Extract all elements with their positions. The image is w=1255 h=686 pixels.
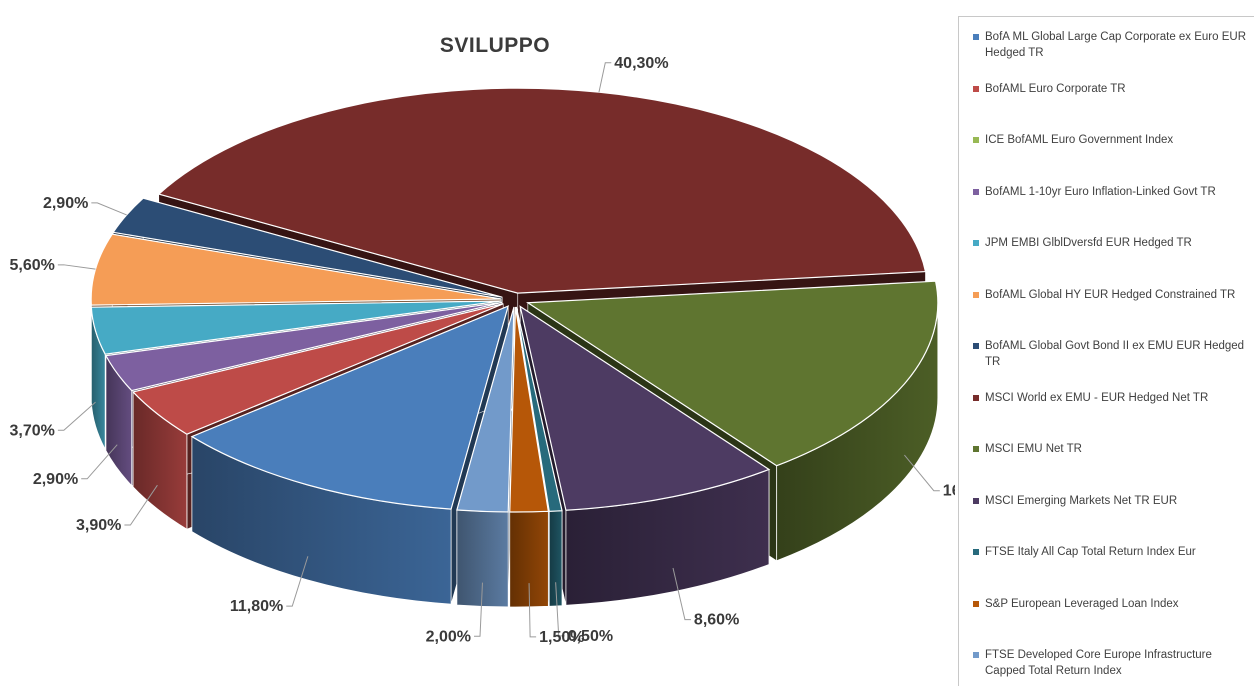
- slice-bofaml-euro-corporate-tr: [131, 303, 504, 435]
- data-label-bofaml-global-hy-eur-hedged-constrained-: 5,60%: [9, 257, 54, 274]
- pie-chart: 11,80% 3,90% 2,90% 3,70% 5,60% 2,90% 40,30% 16,…: [9, 55, 955, 646]
- leader-line-ftse-italy-all-cap-total-return-index-eu: [555, 582, 565, 637]
- leader-line-s-p-european-leveraged-loan-index: [528, 583, 537, 638]
- leader-line-bofa-ml-global-large-cap-corporate-ex-eu: [286, 556, 309, 607]
- data-label-s-p-european-leveraged-loan-index: 1,50%: [539, 629, 584, 646]
- data-label-ftse-italy-all-cap-total-return-index-eu: 0,50%: [568, 628, 613, 645]
- slice-msci-emu-net-tr: [525, 280, 939, 467]
- legend-item-bofaml-global-govt-bond-ii-ex-emu-eur-he: BofAML Global Govt Bond II ex EMU EUR He…: [973, 338, 1255, 370]
- leader-line-bofaml-global-hy-eur-hedged-constrained-: [57, 264, 96, 270]
- legend-marker: [973, 34, 979, 40]
- data-label-msci-emu-net-tr: 16,30%: [943, 483, 955, 500]
- slice-ftse-italy-all-cap-total-return-index-eu: [515, 306, 563, 512]
- legend-item-bofaml-euro-corporate-tr: BofAML Euro Corporate TR: [973, 81, 1255, 97]
- leader-line-ftse-developed-core-europe-infrastructur: [474, 582, 483, 637]
- chart-area: SVILUPPO 11,80% 3,90% 2,90% 3,70% 5,60% 2,90%…: [9, 34, 955, 646]
- legend-marker: [973, 240, 979, 246]
- legend-marker: [973, 600, 979, 607]
- legend-marker: [973, 85, 979, 92]
- slice-wall-ftse-developed-core-europe-infrastructur: [456, 509, 509, 608]
- leader-line-msci-emu-net-tr: [904, 454, 940, 492]
- slice-bofaml-1-10yr-euro-inflation-linked-govt: [104, 301, 503, 392]
- legend-marker: [973, 394, 979, 401]
- legend-label: BofA ML Global Large Cap Corporate ex Eu…: [985, 31, 1247, 59]
- legend-label: BofAML Global HY EUR Hedged Constrained …: [985, 288, 1236, 301]
- leader-line-bofaml-euro-corporate-tr: [124, 484, 158, 526]
- legend-label: JPM EMBI GlblDversfd EUR Hedged TR: [985, 237, 1192, 249]
- legend-marker: [973, 343, 979, 349]
- legend-item-ice-bofaml-euro-government-index: ICE BofAML Euro Government Index: [973, 132, 1255, 148]
- slice-msci-emerging-markets-net-tr-eur: [519, 305, 771, 511]
- data-label-bofaml-euro-corporate-tr: 3,90%: [76, 517, 121, 534]
- leader-line-jpm-embi-glbldversfd-eur-hedged-tr: [57, 401, 96, 431]
- data-label-bofa-ml-global-large-cap-corporate-ex-eu: 11,80%: [230, 598, 283, 615]
- legend-label: ICE BofAML Euro Government Index: [985, 134, 1174, 146]
- legend-item-bofa-ml-global-large-cap-corporate-ex-eu: BofA ML Global Large Cap Corporate ex Eu…: [973, 29, 1255, 61]
- data-label-ftse-developed-core-europe-infrastructur: 2,00%: [426, 628, 471, 645]
- legend-marker: [973, 652, 979, 658]
- slice-bofa-ml-global-large-cap-corporate-ex-eu: [190, 305, 510, 510]
- legend: BofA ML Global Large Cap Corporate ex Eu…: [958, 16, 1254, 686]
- legend-label: BofAML Euro Corporate TR: [985, 82, 1126, 95]
- legend-item-jpm-embi-glbldversfd-eur-hedged-tr: JPM EMBI GlblDversfd EUR Hedged TR: [973, 235, 1255, 251]
- legend-label: BofAML Global Govt Bond II ex EMU EUR He…: [985, 340, 1245, 368]
- legend-marker: [973, 497, 979, 504]
- legend-item-bofaml-1-10yr-euro-inflation-linked-govt: BofAML 1-10yr Euro Inflation-Linked Govt…: [973, 184, 1255, 200]
- legend-marker: [973, 137, 979, 143]
- legend-item-s-p-european-leveraged-loan-index: S&P European Leveraged Loan Index: [973, 596, 1255, 612]
- legend-item-ftse-developed-core-europe-infrastructur: FTSE Developed Core Europe Infrastructur…: [973, 647, 1255, 679]
- leader-line-msci-emerging-markets-net-tr-eur: [672, 567, 691, 621]
- legend-marker: [973, 549, 979, 555]
- data-label-msci-emerging-markets-net-tr-eur: 8,60%: [694, 612, 739, 629]
- legend-item-bofaml-global-hy-eur-hedged-constrained-: BofAML Global HY EUR Hedged Constrained …: [973, 287, 1255, 303]
- legend-marker: [973, 291, 979, 298]
- leader-line-bofaml-1-10yr-euro-inflation-linked-govt: [81, 444, 118, 480]
- leader-line-msci-world-ex-emu-eur-hedged-net-tr: [598, 62, 612, 93]
- legend-marker: [973, 446, 979, 452]
- legend-label: S&P European Leveraged Loan Index: [985, 597, 1179, 610]
- chart-title: SVILUPPO: [439, 34, 551, 57]
- legend-item-msci-world-ex-emu-eur-hedged-net-tr: MSCI World ex EMU - EUR Hedged Net TR: [973, 390, 1255, 406]
- leader-line-bofaml-global-govt-bond-ii-ex-emu-eur-he: [91, 202, 127, 216]
- legend-label: MSCI World ex EMU - EUR Hedged Net TR: [985, 391, 1209, 404]
- slice-jpm-embi-glbldversfd-eur-hedged-tr: [90, 300, 502, 355]
- data-label-jpm-embi-glbldversfd-eur-hedged-tr: 3,70%: [9, 422, 54, 439]
- legend-item-msci-emu-net-tr: MSCI EMU Net TR: [973, 441, 1255, 457]
- slice-wall-ftse-italy-all-cap-total-return-index-eu: [548, 510, 563, 607]
- legend-label: MSCI Emerging Markets Net TR EUR: [985, 494, 1178, 507]
- legend-item-ftse-italy-all-cap-total-return-index-eu: FTSE Italy All Cap Total Return Index Eu…: [973, 544, 1255, 560]
- slice-bofaml-global-govt-bond-ii-ex-emu-eur-he: [112, 197, 503, 298]
- legend-label: MSCI EMU Net TR: [985, 443, 1082, 455]
- data-label-bofaml-1-10yr-euro-inflation-linked-govt: 2,90%: [33, 471, 78, 488]
- slice-s-p-european-leveraged-loan-index: [509, 306, 550, 513]
- legend-marker: [973, 188, 979, 195]
- data-label-bofaml-global-govt-bond-ii-ex-emu-eur-he: 2,90%: [43, 195, 88, 212]
- slice-ftse-developed-core-europe-infrastructur: [456, 306, 515, 513]
- legend-label: FTSE Italy All Cap Total Return Index Eu…: [985, 546, 1196, 558]
- legend-label: FTSE Developed Core Europe Infrastructur…: [985, 649, 1212, 677]
- legend-item-msci-emerging-markets-net-tr-eur: MSCI Emerging Markets Net TR EUR: [973, 493, 1255, 509]
- data-label-msci-world-ex-emu-eur-hedged-net-tr: 40,30%: [614, 55, 668, 72]
- legend-label: BofAML 1-10yr Euro Inflation-Linked Govt…: [985, 185, 1216, 198]
- slice-bofaml-global-hy-eur-hedged-constrained-: [90, 233, 502, 306]
